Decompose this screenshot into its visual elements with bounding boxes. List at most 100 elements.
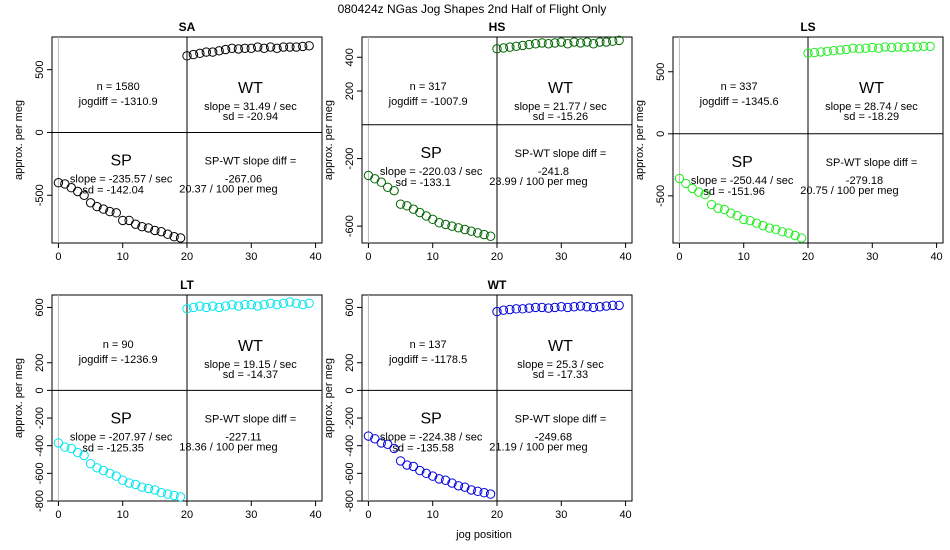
data-point [530,39,541,49]
data-point [265,298,276,308]
data-point [848,43,858,53]
data-point [925,41,935,52]
data-point [745,215,755,226]
wt-label: WT [548,338,573,355]
data-point [111,208,121,218]
data-point [614,300,624,311]
data-point [777,227,787,237]
data-point [259,299,269,310]
slope-diff-value: -249.68 [535,431,572,443]
x-tick-label: 10 [738,251,750,263]
y-tick-label: -800 [344,490,356,512]
data-point [169,232,179,242]
y-tick-label: -500 [34,184,46,206]
x-tick-label: 30 [866,251,878,263]
panel-title: SA [179,20,196,34]
data-point [434,218,444,228]
sp-label: SP [110,410,131,427]
data-point [285,42,295,52]
data-point [601,301,611,311]
data-point [739,214,749,225]
data-point [150,485,160,495]
data-point [92,463,102,473]
data-point [285,297,295,307]
data-point [402,460,412,470]
slope-diff-label: SP-WT slope diff = [515,413,607,425]
y-tick-label: 600 [344,298,356,316]
stat-n: n = 1580 [97,81,140,93]
data-point [829,45,839,56]
data-point [601,37,611,47]
data-point [803,48,813,58]
data-point [73,447,83,458]
sp-sd: sd = -125.35 [82,442,143,454]
data-point [835,45,845,55]
data-point [428,471,438,481]
data-point [582,37,592,47]
x-tick-label: 10 [427,251,439,263]
data-point [415,207,425,218]
data-point [466,485,476,495]
wt-slope: slope = 19.15 / sec [204,359,297,371]
data-point [188,302,199,313]
data-point [453,481,464,491]
data-point [253,301,263,311]
data-point [383,182,393,192]
data-point [588,302,599,313]
data-point [188,49,199,60]
wt-sd: sd = -20.94 [223,111,278,123]
data-point [518,304,528,314]
data-point [175,492,186,502]
y-tick-label: 200 [344,82,356,100]
sp-sd: sd = -133.1 [395,177,450,189]
data-point [370,434,380,444]
data-point [233,301,244,311]
data-point [79,450,89,461]
y-tick-label: 200 [344,354,356,372]
sp-label: SP [731,154,752,171]
data-point [453,223,464,233]
x-tick-label: 0 [55,251,61,263]
data-point [105,206,115,217]
data-point [479,488,489,498]
data-point [421,211,431,221]
x-tick-label: 30 [245,251,257,263]
data-point [473,228,483,238]
stat-jogdiff: jogdiff = -1345.6 [699,96,779,108]
data-point [854,44,865,54]
data-point [66,443,76,454]
x-tick-label: 30 [555,251,567,263]
data-point [764,223,775,233]
stat-jogdiff: jogdiff = -1007.9 [388,96,468,108]
wt-slope: slope = 25.3 / sec [517,359,604,371]
data-point [376,438,386,448]
wt-label: WT [859,80,884,97]
data-point [880,42,890,52]
data-point [440,475,451,485]
data-point [143,483,154,494]
data-point [175,233,186,243]
x-tick-label: 20 [491,509,503,521]
data-point [137,221,147,232]
data-point [118,475,128,485]
data-point [278,298,289,308]
data-point [227,299,237,310]
data-point [492,306,502,317]
y-tick-label: 500 [655,63,667,81]
sp-slope: slope = -224.38 / sec [380,431,483,443]
sp-slope: slope = -235.57 / sec [70,173,173,185]
x-tick-label: 0 [365,509,371,521]
data-point [460,482,470,492]
sp-slope: slope = -220.03 / sec [380,166,483,178]
data-point [389,185,399,196]
data-point [582,302,592,312]
y-tick-label: -200 [344,407,356,429]
data-point [694,187,704,197]
data-point [700,189,710,200]
panel-sa: SA 0 10 20 30 40 -500 0 500 approx. per meg n = 15… [13,20,323,263]
data-point [253,42,263,52]
y-axis-label: approx. per meg [13,358,25,438]
data-point [163,489,173,499]
data-point [550,38,560,48]
y-tick-label: -500 [655,185,667,207]
